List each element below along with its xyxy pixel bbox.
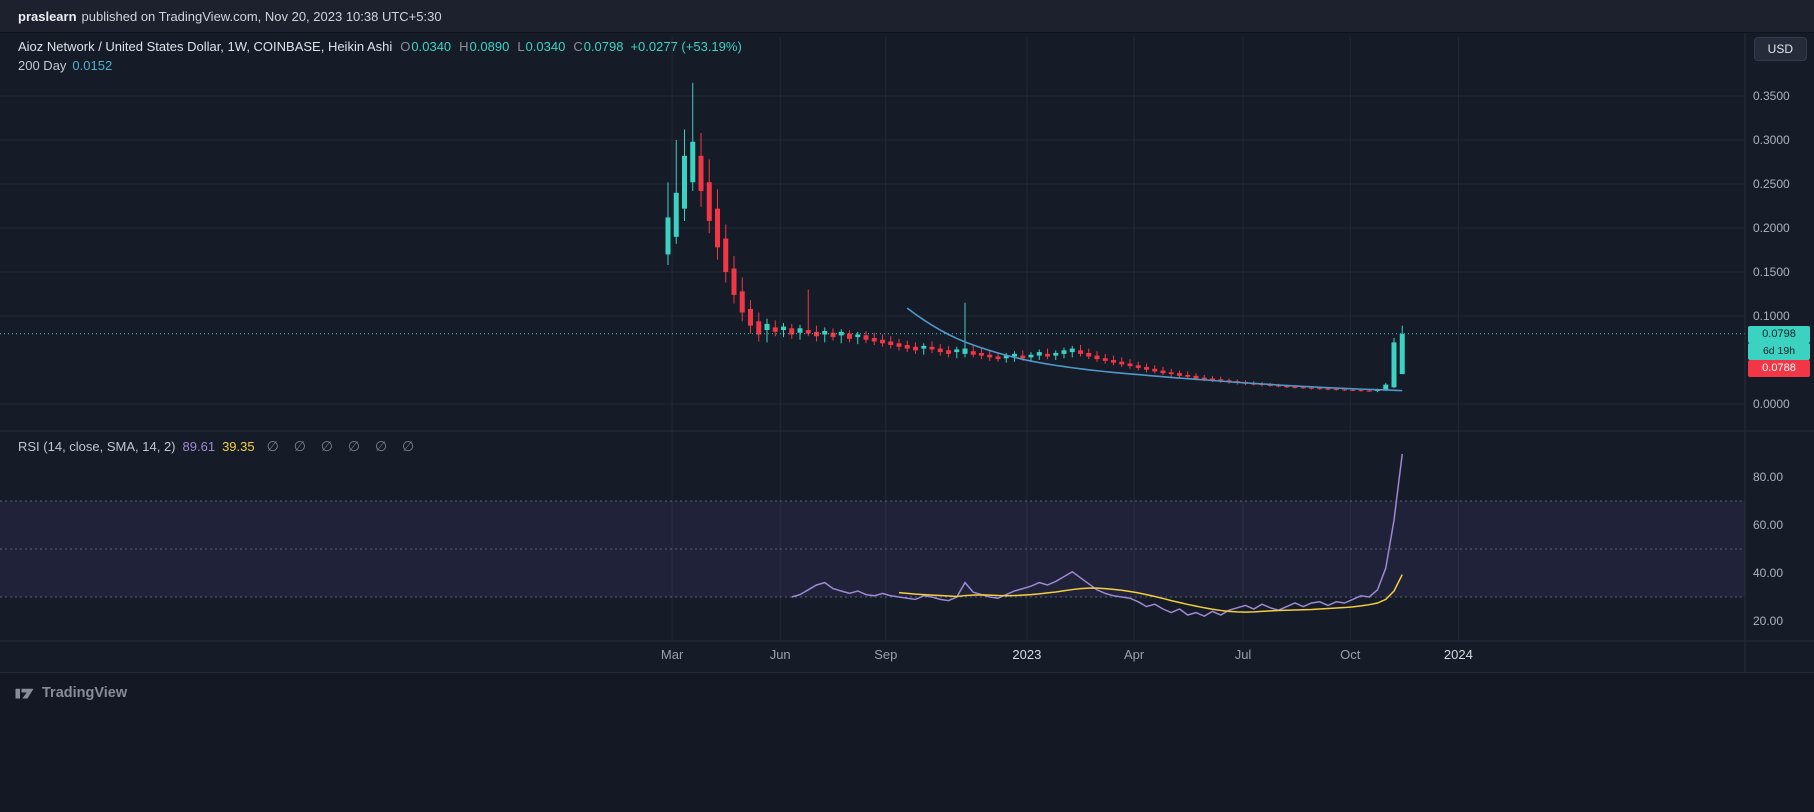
tradingview-brand[interactable]: TradingView [14,682,1800,703]
rsi-guide-lines [0,500,1745,598]
grid-lines [0,37,1745,641]
ohlc-open-value: 0.0340 [411,39,452,54]
ohlc-high-label: H [459,39,469,54]
currency-toggle-button[interactable]: USD [1753,37,1807,61]
rsi-value: 89.61 [182,439,216,454]
ohlc-open-label: O [400,39,411,54]
candle-series [665,82,1405,393]
rsi-indicator-title[interactable]: RSI (14, close, SMA, 14, 2) [18,439,176,454]
pane-separators [0,33,1814,672]
ohlc-low-label: L [517,39,525,54]
brand-name: TradingView [42,684,128,701]
symbol-header: Aioz Network / United States Dollar, 1W,… [18,39,742,73]
ma-indicator-label[interactable]: 200 Day [18,58,67,73]
symbol-title[interactable]: Aioz Network / United States Dollar, 1W,… [18,39,393,54]
rsi-band [0,501,1745,597]
ohlc-high-value: 0.0890 [469,39,510,54]
ma-200-line [906,307,1403,392]
price-chart-canvas[interactable] [0,33,1814,672]
rsi-sma-line [898,574,1403,613]
chart-area: 0.3500 0.3000 0.2500 0.2000 0.1500 0.1000 0.00… [0,33,1814,672]
tradingview-logo-icon [15,688,34,699]
rsi-line [791,453,1403,618]
ohlc-low-value: 0.0340 [525,39,566,54]
publish-topbar: praslearn published on TradingView.com, … [0,0,1814,33]
price-change: +0.0277 (+53.19%) [630,39,742,54]
ma-indicator-value: 0.0152 [72,58,113,73]
ohlc-close-value: 0.0798 [583,39,624,54]
footer: TradingView [0,672,1814,812]
publish-info: published on TradingView.com, Nov 20, 20… [81,8,442,24]
ohlc-close-label: C [573,39,583,54]
author-name[interactable]: praslearn [18,8,77,24]
rsi-sma-value: 39.35 [222,439,255,454]
prev-close-badge: 0.0788 [1748,359,1810,377]
rsi-header: RSI (14, close, SMA, 14, 2) 89.61 39.35 ∅ ∅… [18,438,414,455]
bar-countdown-badge: 6d 19h [1748,342,1810,360]
rsi-empty-values: ∅ ∅ ∅ ∅ ∅ ∅ [266,438,415,454]
current-price-badge: 0.0798 [1748,325,1810,343]
